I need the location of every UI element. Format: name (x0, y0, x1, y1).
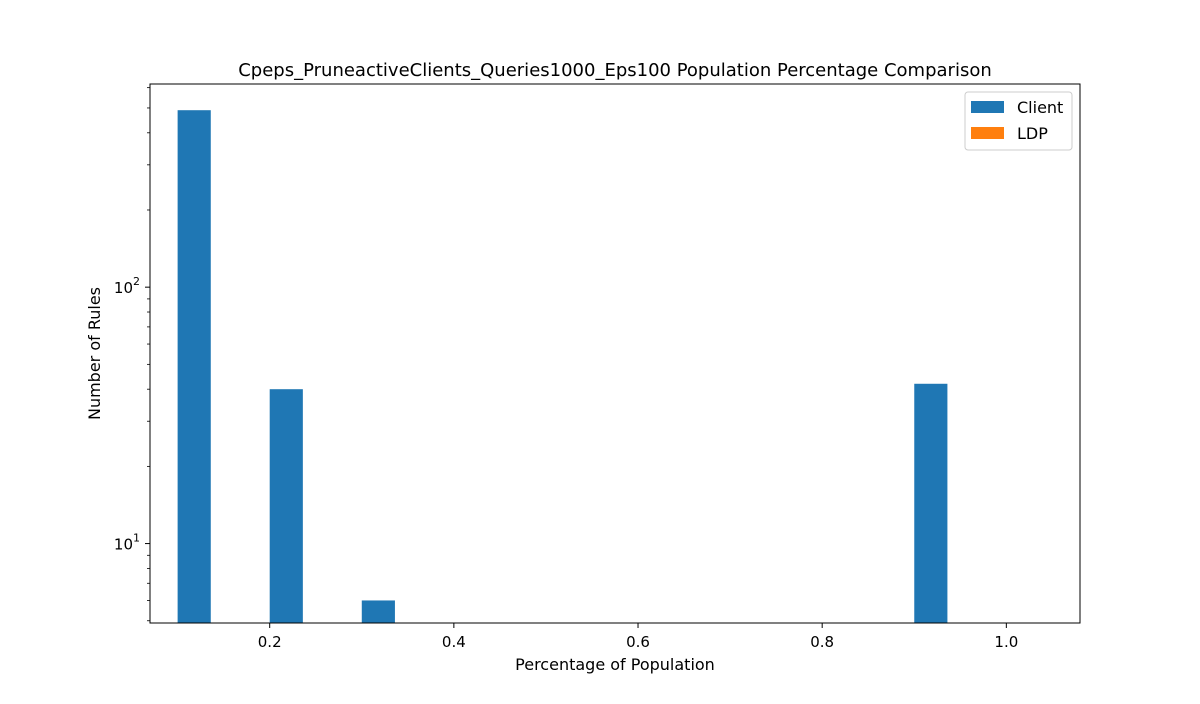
x-tick-label-4: 1.0 (994, 633, 1018, 651)
x-tick-label-0: 0.2 (258, 633, 282, 651)
x-axis-ticks: 0.2 0.4 0.6 0.8 1.0 (258, 623, 1018, 651)
bar-client-2 (361, 600, 395, 623)
y-tick-label-1: 102 (114, 275, 140, 297)
y-tick-label-0: 101 (114, 532, 140, 554)
bars-layer (177, 110, 948, 623)
x-tick-label-1: 0.4 (442, 633, 466, 651)
plot-frame (149, 83, 1081, 624)
chart-title: Cpeps_PruneactiveClients_Queries1000_Eps… (238, 60, 992, 81)
x-tick-label-3: 0.8 (810, 633, 834, 651)
y-axis-label: Number of Rules (85, 287, 104, 420)
legend-label-ldp: LDP (1017, 124, 1048, 143)
bar-client-0 (177, 110, 211, 623)
legend-swatch-client (971, 101, 1004, 113)
bar-client-3 (914, 383, 948, 623)
y-axis-ticks: 101 102 (114, 87, 150, 622)
legend-swatch-ldp (971, 127, 1004, 139)
x-tick-label-2: 0.6 (626, 633, 650, 651)
bar-client-1 (269, 389, 303, 623)
x-axis-label: Percentage of Population (515, 655, 715, 674)
legend: Client LDP (964, 91, 1073, 151)
legend-label-client: Client (1017, 98, 1063, 117)
